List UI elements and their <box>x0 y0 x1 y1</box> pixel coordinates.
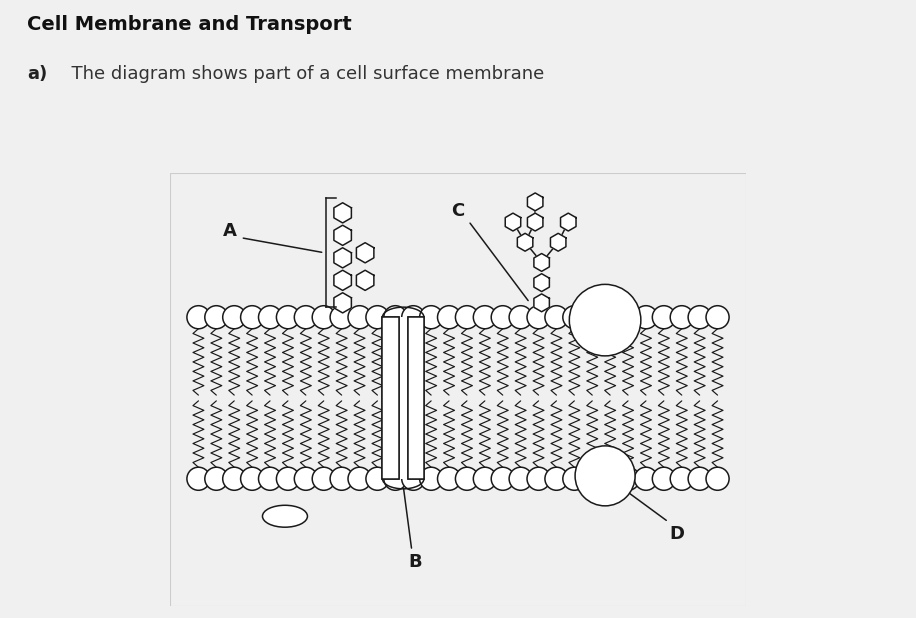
Circle shape <box>570 284 641 356</box>
Circle shape <box>384 467 407 490</box>
Circle shape <box>312 306 335 329</box>
Circle shape <box>616 306 639 329</box>
Circle shape <box>420 467 442 490</box>
Circle shape <box>258 467 281 490</box>
Text: Cell Membrane and Transport: Cell Membrane and Transport <box>27 15 353 35</box>
Circle shape <box>241 467 264 490</box>
Polygon shape <box>518 234 533 251</box>
Circle shape <box>527 467 551 490</box>
Circle shape <box>384 306 407 329</box>
Polygon shape <box>534 274 550 292</box>
Text: B: B <box>408 553 421 572</box>
Circle shape <box>365 306 389 329</box>
Circle shape <box>438 467 461 490</box>
Circle shape <box>509 306 532 329</box>
Circle shape <box>575 446 635 506</box>
Polygon shape <box>506 213 520 231</box>
Bar <box>383 317 424 479</box>
Polygon shape <box>356 270 374 290</box>
Circle shape <box>258 306 281 329</box>
Circle shape <box>616 467 639 490</box>
Circle shape <box>581 306 604 329</box>
Circle shape <box>474 306 496 329</box>
Circle shape <box>545 467 568 490</box>
Circle shape <box>671 467 693 490</box>
Circle shape <box>706 467 729 490</box>
Text: The diagram shows part of a cell surface membrane: The diagram shows part of a cell surface… <box>60 65 544 83</box>
Circle shape <box>509 467 532 490</box>
Polygon shape <box>334 248 352 268</box>
Circle shape <box>241 306 264 329</box>
Circle shape <box>671 306 693 329</box>
Polygon shape <box>334 203 352 223</box>
Circle shape <box>562 467 586 490</box>
Circle shape <box>491 306 514 329</box>
Text: C: C <box>452 201 464 219</box>
Circle shape <box>223 306 245 329</box>
Polygon shape <box>534 253 550 271</box>
Circle shape <box>706 306 729 329</box>
Circle shape <box>688 467 711 490</box>
Circle shape <box>527 306 551 329</box>
Polygon shape <box>356 243 374 263</box>
Circle shape <box>187 467 210 490</box>
Circle shape <box>294 467 317 490</box>
Circle shape <box>294 306 317 329</box>
Bar <box>383 317 398 479</box>
Bar <box>408 317 424 479</box>
Polygon shape <box>334 270 352 290</box>
Circle shape <box>205 306 228 329</box>
Polygon shape <box>334 225 352 245</box>
Circle shape <box>187 306 210 329</box>
Polygon shape <box>534 294 550 311</box>
Circle shape <box>348 306 371 329</box>
Circle shape <box>312 467 335 490</box>
Circle shape <box>545 306 568 329</box>
Polygon shape <box>334 293 352 313</box>
Circle shape <box>402 306 425 329</box>
Circle shape <box>365 467 389 490</box>
Text: D: D <box>670 525 684 543</box>
Circle shape <box>330 467 354 490</box>
Circle shape <box>420 306 442 329</box>
Circle shape <box>277 306 300 329</box>
Circle shape <box>652 306 675 329</box>
Polygon shape <box>561 213 576 231</box>
Circle shape <box>455 467 478 490</box>
Polygon shape <box>528 193 543 211</box>
Polygon shape <box>551 234 566 251</box>
Polygon shape <box>528 213 543 231</box>
Circle shape <box>562 306 586 329</box>
Text: A: A <box>224 222 237 240</box>
Circle shape <box>599 467 622 490</box>
Circle shape <box>348 467 371 490</box>
Circle shape <box>635 467 658 490</box>
Circle shape <box>223 467 245 490</box>
Circle shape <box>599 306 622 329</box>
Circle shape <box>402 467 425 490</box>
Circle shape <box>635 306 658 329</box>
Circle shape <box>205 467 228 490</box>
Circle shape <box>330 306 354 329</box>
Circle shape <box>491 467 514 490</box>
Circle shape <box>438 306 461 329</box>
Circle shape <box>455 306 478 329</box>
Bar <box>383 317 398 479</box>
Circle shape <box>581 467 604 490</box>
Circle shape <box>277 467 300 490</box>
Circle shape <box>652 467 675 490</box>
Circle shape <box>688 306 711 329</box>
Text: a): a) <box>27 65 48 83</box>
Circle shape <box>474 467 496 490</box>
Bar <box>408 317 424 479</box>
Ellipse shape <box>263 506 308 527</box>
